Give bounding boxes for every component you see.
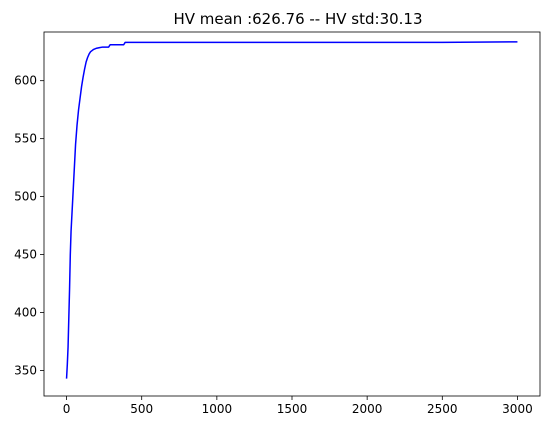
- x-tick-label: 500: [130, 402, 153, 416]
- x-tick-label: 0: [63, 402, 71, 416]
- y-tick-label: 400: [14, 306, 37, 320]
- y-tick-label: 350: [14, 363, 37, 377]
- x-tick-label: 3000: [502, 402, 533, 416]
- y-tick-label: 550: [14, 132, 37, 146]
- plot-area: 0 500 1000 1500 2000 2500 3000 350 400 450 500 550 6…: [14, 31, 541, 416]
- x-tick-label: 2500: [427, 402, 458, 416]
- y-tick-label: 450: [14, 248, 37, 262]
- y-tick-label: 600: [14, 74, 37, 88]
- y-tick-label: 500: [14, 190, 37, 204]
- chart-title: HV mean :626.76 -- HV std:30.13: [173, 10, 422, 28]
- x-tick-label: 1000: [202, 402, 233, 416]
- plot-frame: [43, 31, 541, 397]
- x-tick-label: 2000: [352, 402, 383, 416]
- series-line-0: [65, 41, 518, 379]
- x-tick-label: 1500: [277, 402, 308, 416]
